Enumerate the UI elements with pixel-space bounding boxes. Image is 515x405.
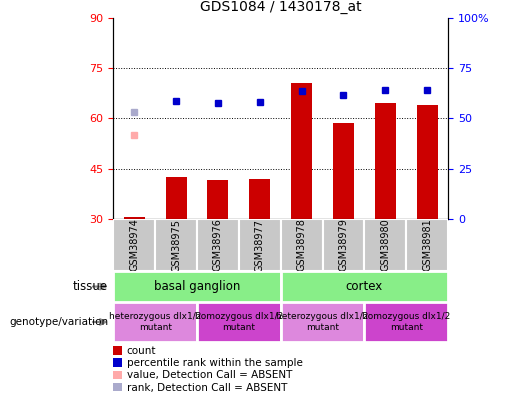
Title: GDS1084 / 1430178_at: GDS1084 / 1430178_at bbox=[200, 0, 362, 15]
Text: GSM38978: GSM38978 bbox=[297, 219, 306, 271]
Text: cortex: cortex bbox=[346, 280, 383, 293]
Text: GSM38975: GSM38975 bbox=[171, 219, 181, 271]
Bar bbox=[239, 219, 281, 271]
Bar bbox=[113, 383, 122, 392]
Bar bbox=[113, 346, 122, 355]
Text: value, Detection Call = ABSENT: value, Detection Call = ABSENT bbox=[127, 371, 292, 380]
Text: heterozygous dlx1/2
mutant: heterozygous dlx1/2 mutant bbox=[109, 312, 201, 332]
Bar bbox=[365, 219, 406, 271]
Text: heterozygous dlx1/2
mutant: heterozygous dlx1/2 mutant bbox=[277, 312, 369, 332]
Text: count: count bbox=[127, 346, 156, 356]
Bar bbox=[113, 371, 122, 379]
Bar bbox=[281, 271, 448, 302]
Text: percentile rank within the sample: percentile rank within the sample bbox=[127, 358, 303, 368]
Bar bbox=[406, 219, 448, 271]
Bar bbox=[113, 358, 122, 367]
Bar bbox=[113, 271, 281, 302]
Bar bbox=[155, 219, 197, 271]
Text: homozygous dlx1/2
mutant: homozygous dlx1/2 mutant bbox=[362, 312, 450, 332]
Text: genotype/variation: genotype/variation bbox=[9, 317, 108, 327]
Text: basal ganglion: basal ganglion bbox=[154, 280, 240, 293]
Bar bbox=[124, 217, 145, 219]
Bar bbox=[113, 302, 197, 342]
Bar bbox=[113, 219, 155, 271]
Text: GSM38974: GSM38974 bbox=[129, 219, 139, 271]
Bar bbox=[291, 83, 312, 219]
Bar bbox=[417, 105, 438, 219]
Bar bbox=[322, 219, 365, 271]
Bar bbox=[197, 302, 281, 342]
Bar bbox=[208, 180, 228, 219]
Bar bbox=[197, 219, 239, 271]
Text: GSM38977: GSM38977 bbox=[255, 219, 265, 271]
Text: GSM38981: GSM38981 bbox=[422, 219, 432, 271]
Bar bbox=[333, 124, 354, 219]
Bar bbox=[365, 302, 448, 342]
Bar bbox=[281, 219, 322, 271]
Text: GSM38976: GSM38976 bbox=[213, 219, 223, 271]
Text: homozygous dlx1/2
mutant: homozygous dlx1/2 mutant bbox=[195, 312, 283, 332]
Text: tissue: tissue bbox=[73, 280, 108, 293]
Bar bbox=[249, 179, 270, 219]
Text: rank, Detection Call = ABSENT: rank, Detection Call = ABSENT bbox=[127, 383, 287, 392]
Text: GSM38979: GSM38979 bbox=[338, 219, 349, 271]
Text: GSM38980: GSM38980 bbox=[380, 219, 390, 271]
Bar bbox=[166, 177, 186, 219]
Bar bbox=[375, 103, 396, 219]
Bar bbox=[281, 302, 365, 342]
